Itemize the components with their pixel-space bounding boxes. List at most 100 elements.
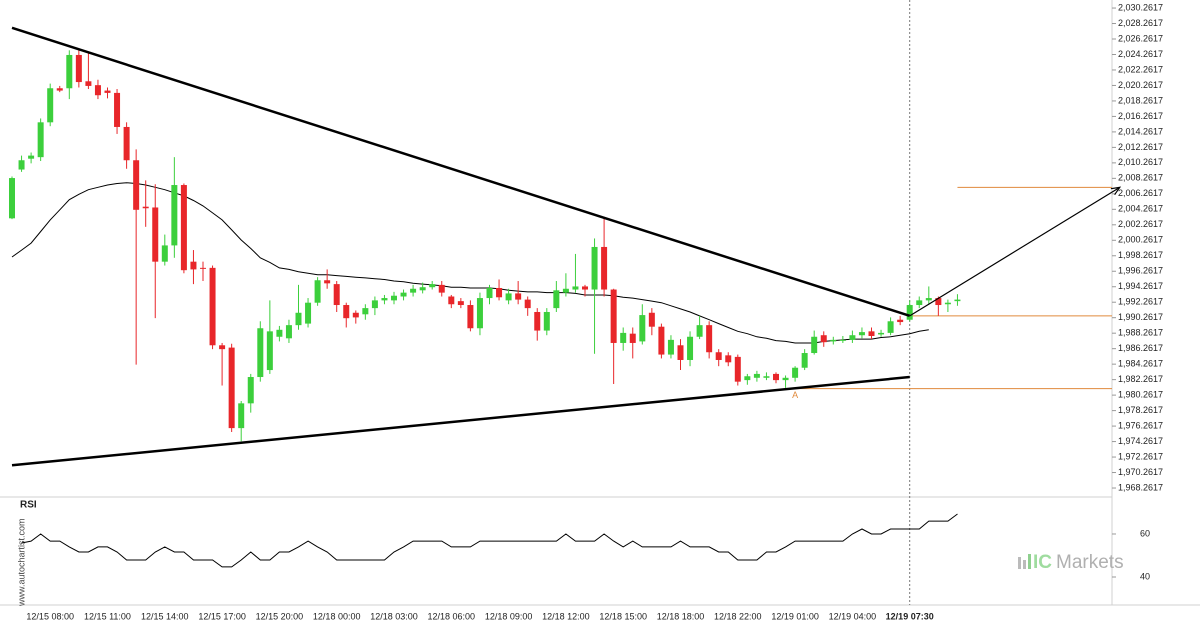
candle-body bbox=[486, 287, 493, 299]
candle-body bbox=[400, 292, 407, 297]
y-tick-label: 2,012.2617 bbox=[1118, 142, 1163, 152]
candle-body bbox=[343, 305, 350, 319]
candle-body bbox=[629, 333, 636, 343]
y-tick-label: 2,026.2617 bbox=[1118, 33, 1163, 43]
candle-body bbox=[37, 122, 44, 158]
level-label: A bbox=[792, 390, 798, 400]
candle-body bbox=[438, 284, 445, 293]
x-tick-label: 12/19 04:00 bbox=[829, 611, 877, 621]
candle-body bbox=[935, 298, 942, 306]
candle-body bbox=[524, 299, 531, 309]
candle-body bbox=[696, 325, 703, 337]
candle-body bbox=[858, 332, 865, 336]
candle-body bbox=[467, 305, 474, 329]
logo-bar bbox=[1018, 557, 1021, 569]
candle-body bbox=[878, 332, 885, 335]
y-tick-label: 1,992.2617 bbox=[1118, 297, 1163, 307]
candle-body bbox=[476, 298, 483, 329]
y-tick-label: 1,972.2617 bbox=[1118, 451, 1163, 461]
candle-body bbox=[429, 284, 436, 288]
candle-body bbox=[133, 160, 140, 210]
candle-body bbox=[572, 286, 579, 290]
candle-body bbox=[610, 289, 617, 343]
watermark: www.autochartist.com bbox=[16, 518, 26, 607]
y-tick-label: 2,008.2617 bbox=[1118, 173, 1163, 183]
candle-body bbox=[839, 339, 846, 341]
trend-line bbox=[11, 375, 910, 467]
y-tick-label: 2,020.2617 bbox=[1118, 80, 1163, 90]
candle-body bbox=[448, 296, 455, 305]
candle-body bbox=[715, 352, 722, 360]
candle-body bbox=[276, 329, 283, 337]
candle-body bbox=[142, 206, 149, 209]
candle-body bbox=[333, 284, 340, 306]
candle-body bbox=[734, 356, 741, 382]
candle-body bbox=[887, 321, 894, 333]
x-tick-label: 12/19 01:00 bbox=[771, 611, 819, 621]
candle-body bbox=[562, 288, 569, 293]
candle-body bbox=[247, 377, 254, 404]
candle-body bbox=[381, 298, 388, 301]
candle-body bbox=[419, 287, 426, 291]
candle-body bbox=[620, 332, 627, 343]
candle-body bbox=[180, 185, 187, 271]
candle-body bbox=[534, 311, 541, 331]
trend-line bbox=[11, 26, 911, 318]
candle-body bbox=[85, 81, 92, 86]
candle-body bbox=[266, 331, 273, 371]
y-tick-label: 1,990.2617 bbox=[1118, 312, 1163, 322]
candle-body bbox=[753, 373, 760, 378]
candle-body bbox=[543, 311, 550, 331]
y-tick-label: 1,988.2617 bbox=[1118, 328, 1163, 338]
candle-body bbox=[228, 347, 235, 429]
y-tick-label: 2,004.2617 bbox=[1118, 204, 1163, 214]
moving-average bbox=[11, 182, 929, 344]
candle-body bbox=[75, 54, 82, 83]
candle-body bbox=[792, 367, 799, 378]
y-tick-label: 1,998.2617 bbox=[1118, 250, 1163, 260]
candle-body bbox=[314, 280, 321, 303]
candle-body bbox=[925, 298, 932, 301]
candle-body bbox=[391, 295, 397, 301]
candle-body bbox=[639, 315, 646, 342]
y-tick-label: 1,996.2617 bbox=[1118, 266, 1163, 276]
arrow-line bbox=[909, 186, 1121, 317]
candle-body bbox=[114, 92, 121, 127]
candle-body bbox=[171, 185, 178, 246]
candle-body bbox=[897, 319, 904, 323]
x-tick-label: 12/15 08:00 bbox=[26, 611, 74, 621]
candle-body bbox=[152, 207, 159, 262]
candle-body bbox=[94, 85, 101, 96]
y-tick-label: 2,016.2617 bbox=[1118, 111, 1163, 121]
candle-body bbox=[820, 335, 827, 343]
y-tick-label: 2,010.2617 bbox=[1118, 157, 1163, 167]
rsi-tick-label: 60 bbox=[1140, 528, 1150, 538]
y-tick-label: 2,018.2617 bbox=[1118, 95, 1163, 105]
y-tick-label: 1,980.2617 bbox=[1118, 389, 1163, 399]
y-tick-label: 2,002.2617 bbox=[1118, 219, 1163, 229]
candle-body bbox=[123, 126, 130, 161]
x-tick-label: 12/18 09:00 bbox=[485, 611, 533, 621]
candle-body bbox=[352, 312, 359, 318]
candle-body bbox=[161, 245, 168, 262]
x-tick-label: 12/15 20:00 bbox=[256, 611, 304, 621]
x-tick-label: 12/15 11:00 bbox=[84, 611, 131, 621]
x-tick-label: 12/18 00:00 bbox=[313, 611, 361, 621]
y-tick-label: 1,982.2617 bbox=[1118, 374, 1163, 384]
candle-body bbox=[811, 336, 818, 354]
candle-body bbox=[849, 335, 856, 340]
candle-body bbox=[305, 302, 312, 324]
candle-body bbox=[496, 287, 503, 298]
candle-body bbox=[190, 261, 197, 270]
candle-body bbox=[219, 345, 226, 350]
rsi-title: RSI bbox=[20, 500, 37, 511]
candle-body bbox=[18, 160, 25, 170]
candle-body bbox=[200, 267, 206, 269]
y-tick-label: 1,968.2617 bbox=[1118, 482, 1163, 492]
y-tick-label: 1,986.2617 bbox=[1118, 343, 1163, 353]
brand-logo: IC Markets bbox=[1018, 552, 1124, 573]
x-tick-label: 12/18 15:00 bbox=[599, 611, 647, 621]
candle-body bbox=[782, 377, 789, 381]
